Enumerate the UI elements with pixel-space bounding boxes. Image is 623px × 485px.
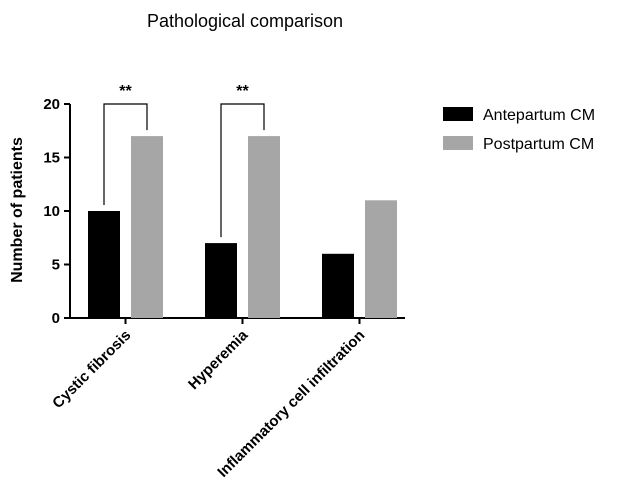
y-tick-label: 0 bbox=[52, 310, 60, 327]
y-tick-label: 10 bbox=[43, 203, 60, 220]
legend-swatch-antepartum bbox=[443, 107, 473, 121]
bar-postpartum-2 bbox=[248, 136, 280, 318]
chart-title: Pathological comparison bbox=[147, 11, 343, 31]
legend: Antepartum CM Postpartum CM bbox=[443, 107, 595, 153]
significance-label: ** bbox=[236, 83, 249, 100]
bar-postpartum-1 bbox=[131, 136, 163, 318]
y-axis-ticks: 0 5 10 15 20 bbox=[43, 96, 70, 327]
y-axis-label: Number of patients bbox=[9, 137, 26, 283]
bar-antepartum-3 bbox=[322, 253, 354, 318]
significance-annotations: ** ** bbox=[103, 83, 265, 238]
x-category-label: Cystic fibrosis bbox=[49, 327, 134, 412]
bar-postpartum-3 bbox=[365, 200, 397, 318]
y-tick-label: 20 bbox=[43, 96, 60, 113]
significance-bracket bbox=[220, 103, 265, 238]
significance-label: ** bbox=[119, 83, 132, 100]
legend-swatch-postpartum bbox=[443, 136, 473, 150]
y-tick-label: 15 bbox=[43, 150, 60, 167]
legend-label-postpartum: Postpartum CM bbox=[483, 136, 594, 153]
bar-antepartum-1 bbox=[88, 211, 120, 318]
y-tick-label: 5 bbox=[52, 257, 60, 274]
significance-bracket bbox=[103, 103, 148, 205]
bars bbox=[88, 136, 397, 318]
x-category-label: Hyperemia bbox=[185, 326, 252, 393]
bar-antepartum-2 bbox=[205, 243, 237, 318]
legend-label-antepartum: Antepartum CM bbox=[483, 107, 595, 124]
